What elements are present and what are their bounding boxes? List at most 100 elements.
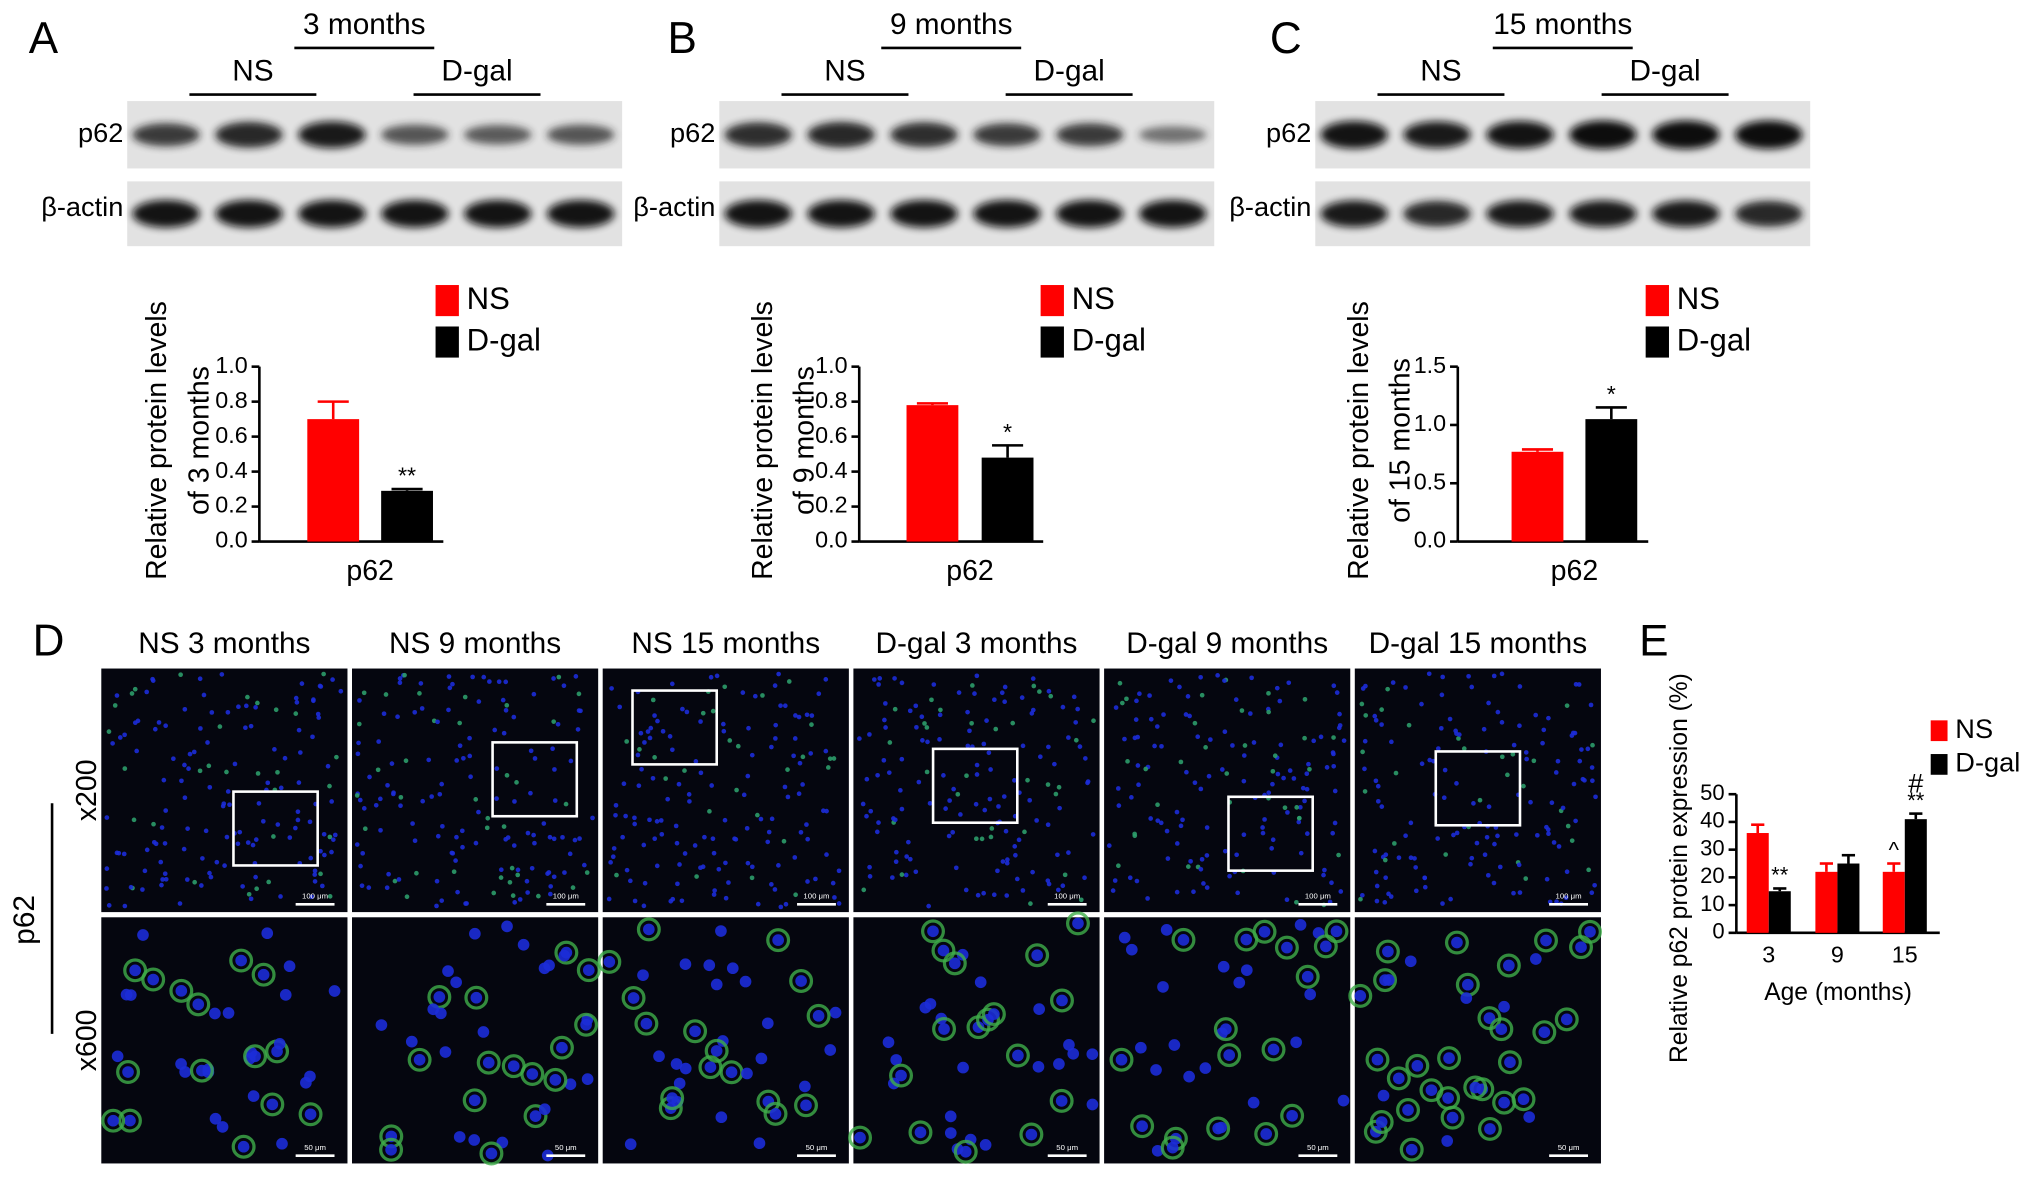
nucleus [867, 874, 873, 879]
nucleus [1230, 743, 1235, 748]
nucleus [1029, 711, 1035, 716]
cell-ring [634, 1011, 659, 1036]
nucleus [682, 768, 687, 773]
nucleus [355, 751, 361, 757]
nucleus [413, 1053, 426, 1066]
nucleus [1012, 778, 1017, 783]
nucleus [254, 886, 260, 892]
nucleus [785, 767, 790, 772]
nucleus [1375, 1116, 1388, 1128]
nucleus [216, 1121, 229, 1133]
nucleus [375, 767, 381, 773]
band [1735, 120, 1803, 149]
nucleus [503, 679, 509, 685]
nucleus [248, 896, 254, 902]
nucleus [1511, 890, 1516, 896]
nucleus [986, 750, 992, 756]
cell-ring [1252, 919, 1277, 944]
nucleus [797, 760, 803, 766]
nucleus [1331, 683, 1337, 689]
band [381, 124, 449, 145]
band [1735, 200, 1803, 227]
nucleus [1563, 895, 1569, 901]
nucleus [673, 1077, 686, 1090]
nucleus [1341, 738, 1347, 743]
scale-bar-label: 100 μm [803, 892, 829, 901]
nucleus [1484, 1123, 1496, 1135]
nucleus [453, 858, 458, 863]
nucleus [265, 780, 271, 786]
nucleus [727, 738, 733, 743]
nucleus [581, 1073, 594, 1085]
nucleus [982, 807, 988, 813]
cell-ring [189, 1058, 214, 1083]
nucleus [385, 1143, 397, 1156]
cell-ring [251, 962, 276, 987]
nucleus [1185, 694, 1191, 699]
nucleus [307, 819, 313, 825]
nucleus [1454, 781, 1459, 786]
row-label: β-actin [633, 191, 715, 222]
nucleus [209, 1112, 222, 1125]
nucleus [320, 883, 325, 889]
nucleus [749, 864, 755, 870]
nucleus [1066, 850, 1071, 855]
nucleus [988, 834, 994, 840]
nucleus [150, 676, 155, 682]
bar [1882, 871, 1905, 933]
nucleus [755, 901, 761, 907]
nucleus [944, 1110, 957, 1123]
nucleus [707, 809, 712, 814]
nucleus [384, 885, 390, 891]
nucleus [1224, 771, 1230, 776]
cell-ring [1171, 927, 1196, 952]
nucleus [711, 850, 717, 856]
nucleus [245, 840, 251, 845]
cell-ring [766, 928, 791, 953]
nucleus [679, 1062, 692, 1075]
band [546, 124, 615, 145]
nucleus [1441, 795, 1447, 801]
nucleus [417, 691, 422, 696]
legend-label: NS [1955, 713, 1993, 744]
nucleus [1371, 1053, 1384, 1066]
nucleus [1031, 683, 1037, 689]
bar [1511, 451, 1564, 542]
nucleus [338, 688, 344, 694]
nucleus [159, 882, 164, 888]
nucleus [272, 747, 277, 752]
nucleus [467, 753, 473, 759]
bar [1746, 833, 1769, 933]
nucleus [354, 842, 360, 847]
nucleus [1406, 722, 1412, 728]
nucleus [886, 770, 892, 775]
nucleus [916, 779, 922, 785]
nucleus [543, 959, 555, 972]
nucleus [836, 868, 842, 874]
group-label: NS [232, 54, 273, 87]
nucleus [1290, 1036, 1302, 1049]
micrograph [602, 668, 849, 913]
band [132, 199, 200, 228]
nucleus [809, 713, 815, 718]
scale-bar-label: 100 μm [553, 892, 579, 901]
nucleus [1002, 684, 1008, 690]
nucleus [1127, 875, 1133, 881]
inset-box [631, 689, 719, 766]
nucleus [1307, 766, 1312, 772]
nucleus [517, 938, 530, 951]
cell-ring [462, 1088, 487, 1113]
nucleus [652, 713, 657, 718]
nucleus [1331, 751, 1336, 757]
nucleus [412, 709, 418, 715]
nucleus [140, 887, 145, 892]
nucleus [584, 870, 590, 875]
cell-ring [407, 1047, 432, 1072]
nucleus [203, 828, 209, 834]
nucleus [439, 898, 445, 903]
nucleus [974, 673, 980, 679]
nucleus [1132, 833, 1138, 839]
nucleus [867, 732, 872, 737]
row-label: p62 [1266, 117, 1311, 148]
nucleus [1474, 840, 1480, 846]
